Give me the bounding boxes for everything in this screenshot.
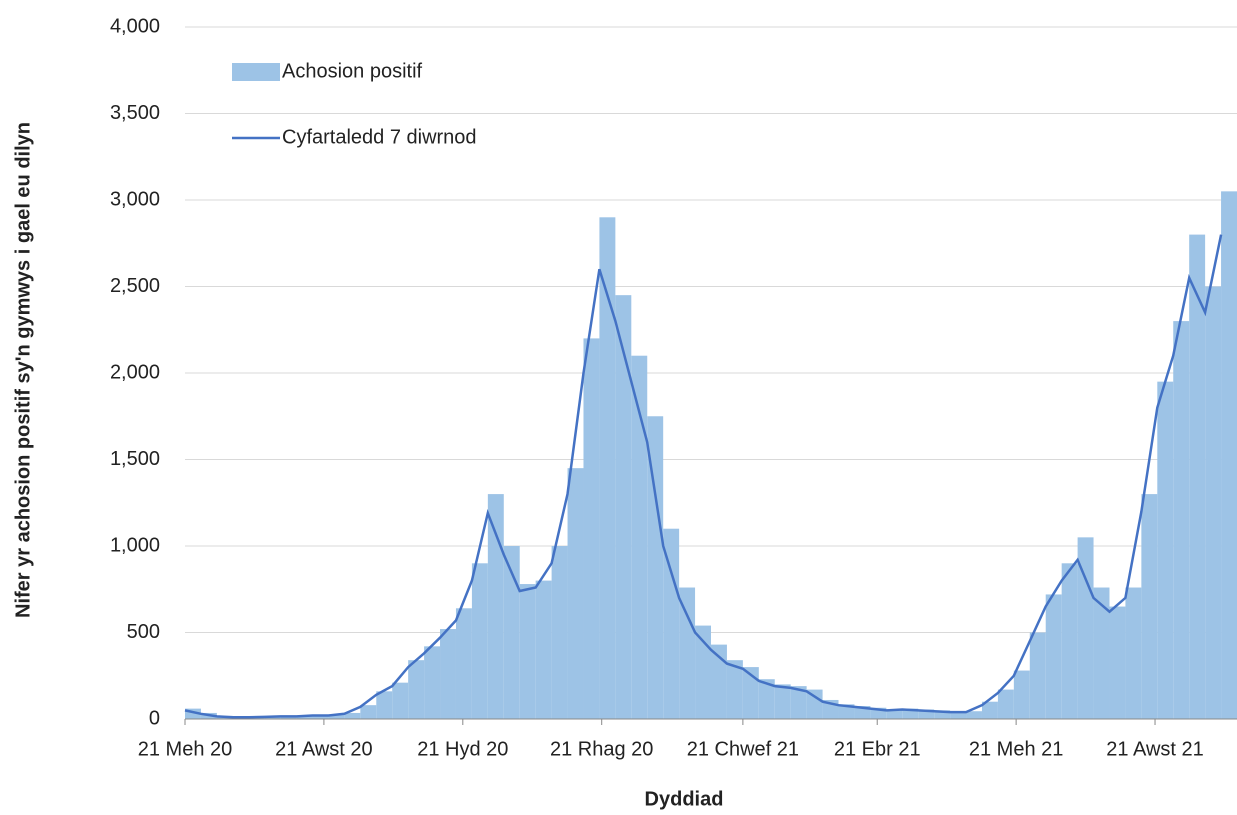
bar <box>966 711 982 719</box>
bar <box>551 546 568 719</box>
x-tick-label: 21 Hyd 20 <box>417 738 508 760</box>
bar <box>1045 594 1062 719</box>
bar <box>503 546 520 719</box>
bar <box>1109 606 1126 719</box>
bar <box>711 644 727 719</box>
bar <box>631 355 648 719</box>
legend-label: Cyfartaledd 7 diwrnod <box>282 126 477 148</box>
legend-swatch <box>232 63 280 81</box>
x-tick-label: 21 Rhag 20 <box>550 738 653 760</box>
bar <box>408 660 425 719</box>
x-axis-title: Dyddiad <box>645 788 724 810</box>
x-tick-label: 21 Meh 20 <box>138 738 233 760</box>
bar <box>1173 321 1190 719</box>
bar <box>1221 191 1237 720</box>
bar <box>647 416 664 719</box>
bar <box>455 608 472 719</box>
bar <box>838 704 855 719</box>
y-tick-label: 4,000 <box>110 15 160 37</box>
bar <box>567 468 584 719</box>
y-tick-label: 2,000 <box>110 361 160 383</box>
y-tick-label: 1,500 <box>110 448 160 470</box>
bar <box>1189 234 1206 719</box>
bar <box>1093 587 1110 719</box>
y-tick-label: 3,500 <box>110 102 160 124</box>
bar <box>806 689 823 719</box>
y-tick-label: 3,000 <box>110 188 160 210</box>
bar <box>424 646 441 719</box>
avg-line <box>184 234 1223 719</box>
bar <box>742 667 759 719</box>
bar <box>440 629 456 719</box>
bar <box>663 528 680 719</box>
y-tick-label: 2,500 <box>110 275 160 297</box>
bar <box>615 295 632 719</box>
bar <box>1013 670 1030 719</box>
bar <box>886 709 903 719</box>
y-tick-label: 0 <box>149 707 160 729</box>
bar <box>981 701 998 719</box>
bar <box>918 709 935 719</box>
bar <box>1141 494 1158 719</box>
bar <box>934 710 951 719</box>
bar <box>790 686 807 719</box>
bar <box>695 625 711 719</box>
bar <box>583 338 600 719</box>
legend-label: Achosion positif <box>282 60 423 82</box>
bar <box>1125 587 1142 719</box>
bar <box>726 660 743 719</box>
bar <box>487 494 504 719</box>
x-tick-label: 21 Awst 21 <box>1106 738 1203 760</box>
bar <box>296 715 313 719</box>
bar <box>360 705 377 719</box>
bar <box>1061 563 1078 719</box>
bar <box>535 580 552 719</box>
y-axis-title: Nifer yr achosion positif sy'n gymwys i … <box>12 122 34 618</box>
x-tick-label: 21 Chwef 21 <box>687 738 799 760</box>
y-tick-label: 1,000 <box>110 534 160 556</box>
bar <box>312 715 329 719</box>
x-tick-label: 21 Ebr 21 <box>834 738 921 760</box>
bar <box>519 584 536 719</box>
bar <box>950 711 967 719</box>
bar <box>328 714 345 719</box>
y-tick-label: 500 <box>127 621 160 643</box>
bar <box>1157 381 1174 719</box>
bar <box>599 217 616 720</box>
bar <box>344 712 361 719</box>
x-tick-label: 21 Meh 21 <box>969 738 1064 760</box>
bar <box>1205 286 1222 719</box>
bar <box>902 708 919 719</box>
bar <box>870 707 887 719</box>
bar <box>185 708 201 719</box>
bar <box>758 679 775 719</box>
bar <box>1077 537 1094 719</box>
x-tick-label: 21 Awst 20 <box>275 738 372 760</box>
bar <box>376 691 393 719</box>
bar <box>471 563 488 719</box>
bar <box>1029 632 1046 719</box>
bar <box>774 684 791 719</box>
bar <box>392 682 409 719</box>
bar <box>997 689 1014 719</box>
bar <box>679 587 696 719</box>
